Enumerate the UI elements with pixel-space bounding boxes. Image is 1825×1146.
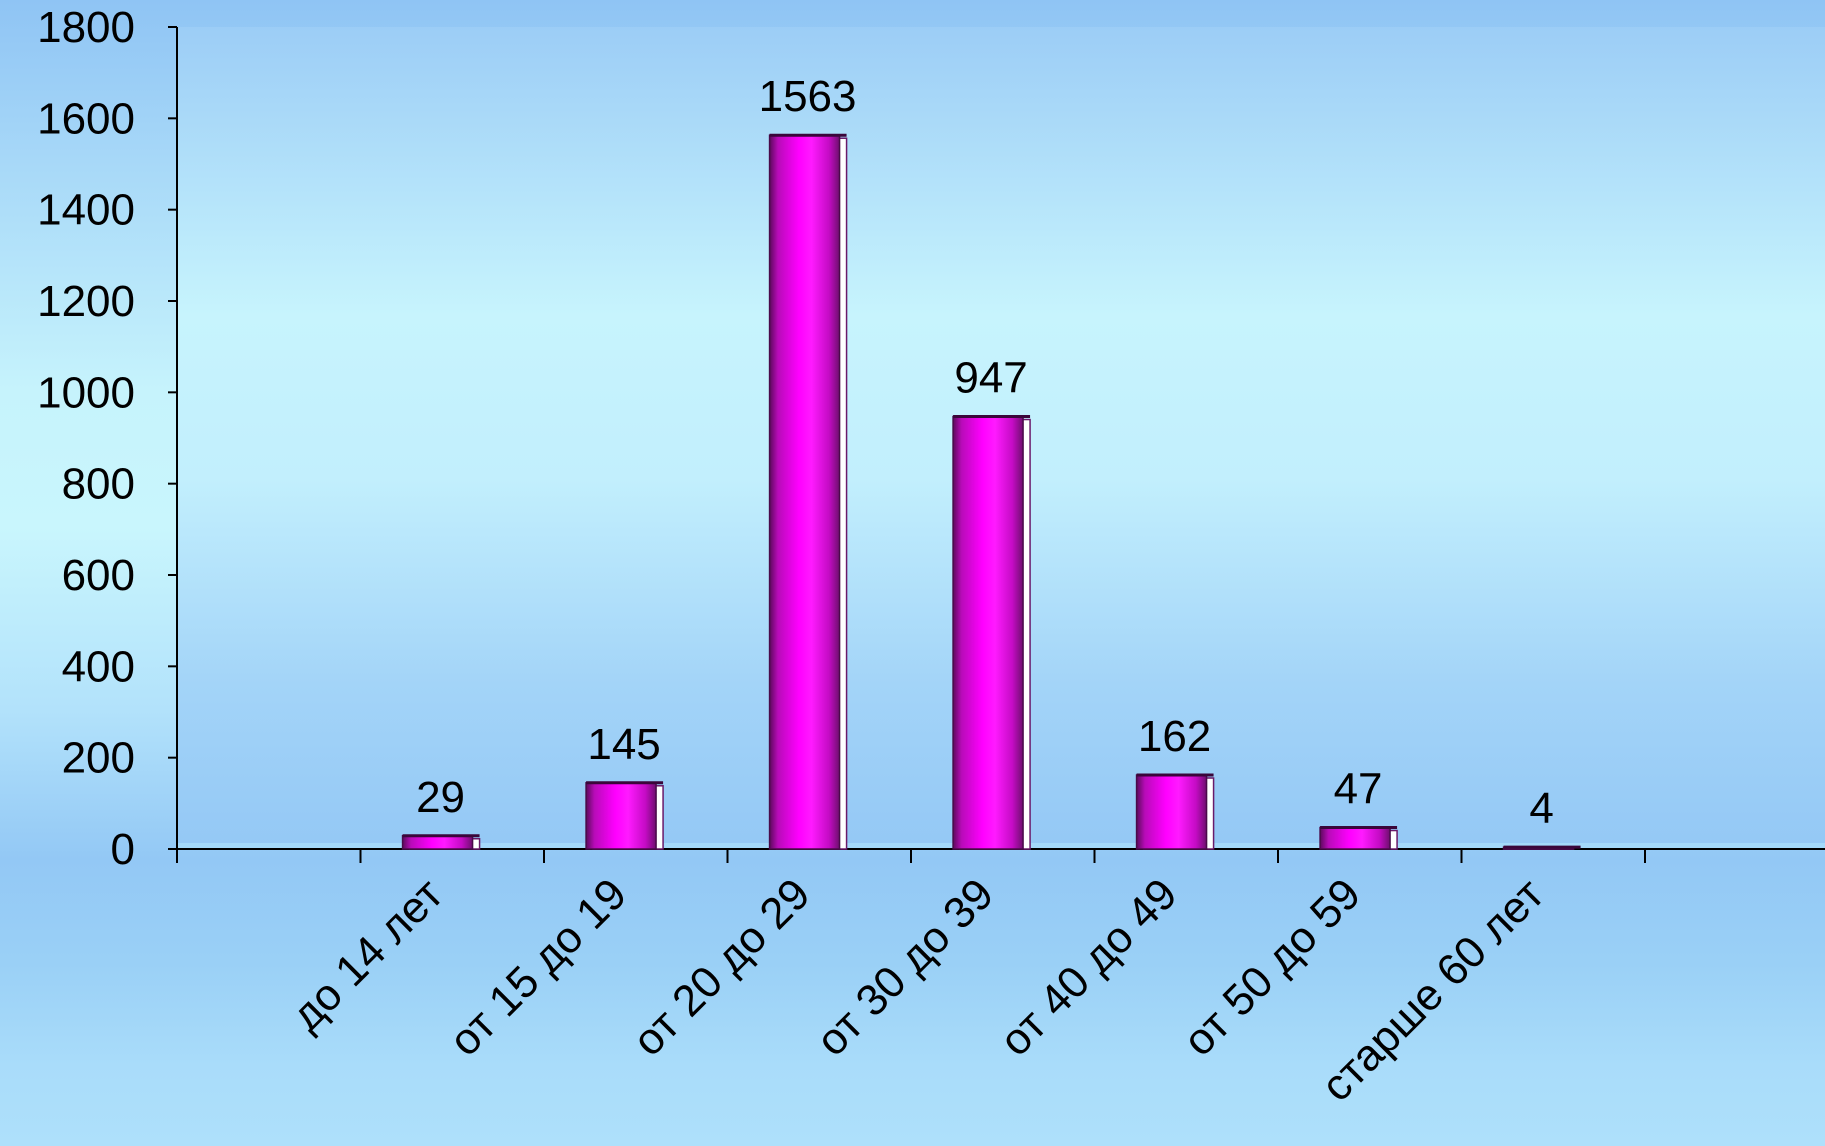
bar	[952, 415, 1024, 850]
y-tick-label: 800	[62, 460, 135, 509]
y-tick-label: 1800	[37, 3, 135, 52]
bars	[401, 133, 1581, 850]
data-label: 47	[1334, 765, 1383, 814]
data-label: 162	[1138, 712, 1211, 761]
category-label: от 20 до 29	[624, 869, 820, 1065]
bar	[585, 782, 657, 850]
y-tick-label: 0	[111, 825, 135, 874]
data-label: 145	[587, 720, 660, 769]
category-label: от 15 до 19	[440, 869, 636, 1065]
category-label: до 14 лет	[282, 869, 453, 1040]
y-tick-label: 600	[62, 551, 135, 600]
y-tick-label: 1400	[37, 186, 135, 235]
y-tick-label: 200	[62, 734, 135, 783]
y-tick-label: 1200	[37, 277, 135, 326]
data-label: 1563	[759, 72, 857, 121]
y-tick-label: 1600	[37, 94, 135, 143]
category-label: от 40 до 49	[991, 869, 1187, 1065]
bar	[401, 835, 474, 850]
bar	[768, 134, 841, 850]
data-label: 947	[954, 354, 1027, 403]
category-label: от 50 до 59	[1174, 869, 1370, 1065]
data-label: 4	[1529, 784, 1553, 833]
category-label: от 30 до 39	[807, 869, 1003, 1065]
y-tick-label: 400	[62, 642, 135, 691]
bar	[1135, 774, 1208, 850]
data-label: 29	[416, 773, 465, 822]
y-tick-label: 1000	[37, 368, 135, 417]
bar	[1319, 826, 1391, 850]
